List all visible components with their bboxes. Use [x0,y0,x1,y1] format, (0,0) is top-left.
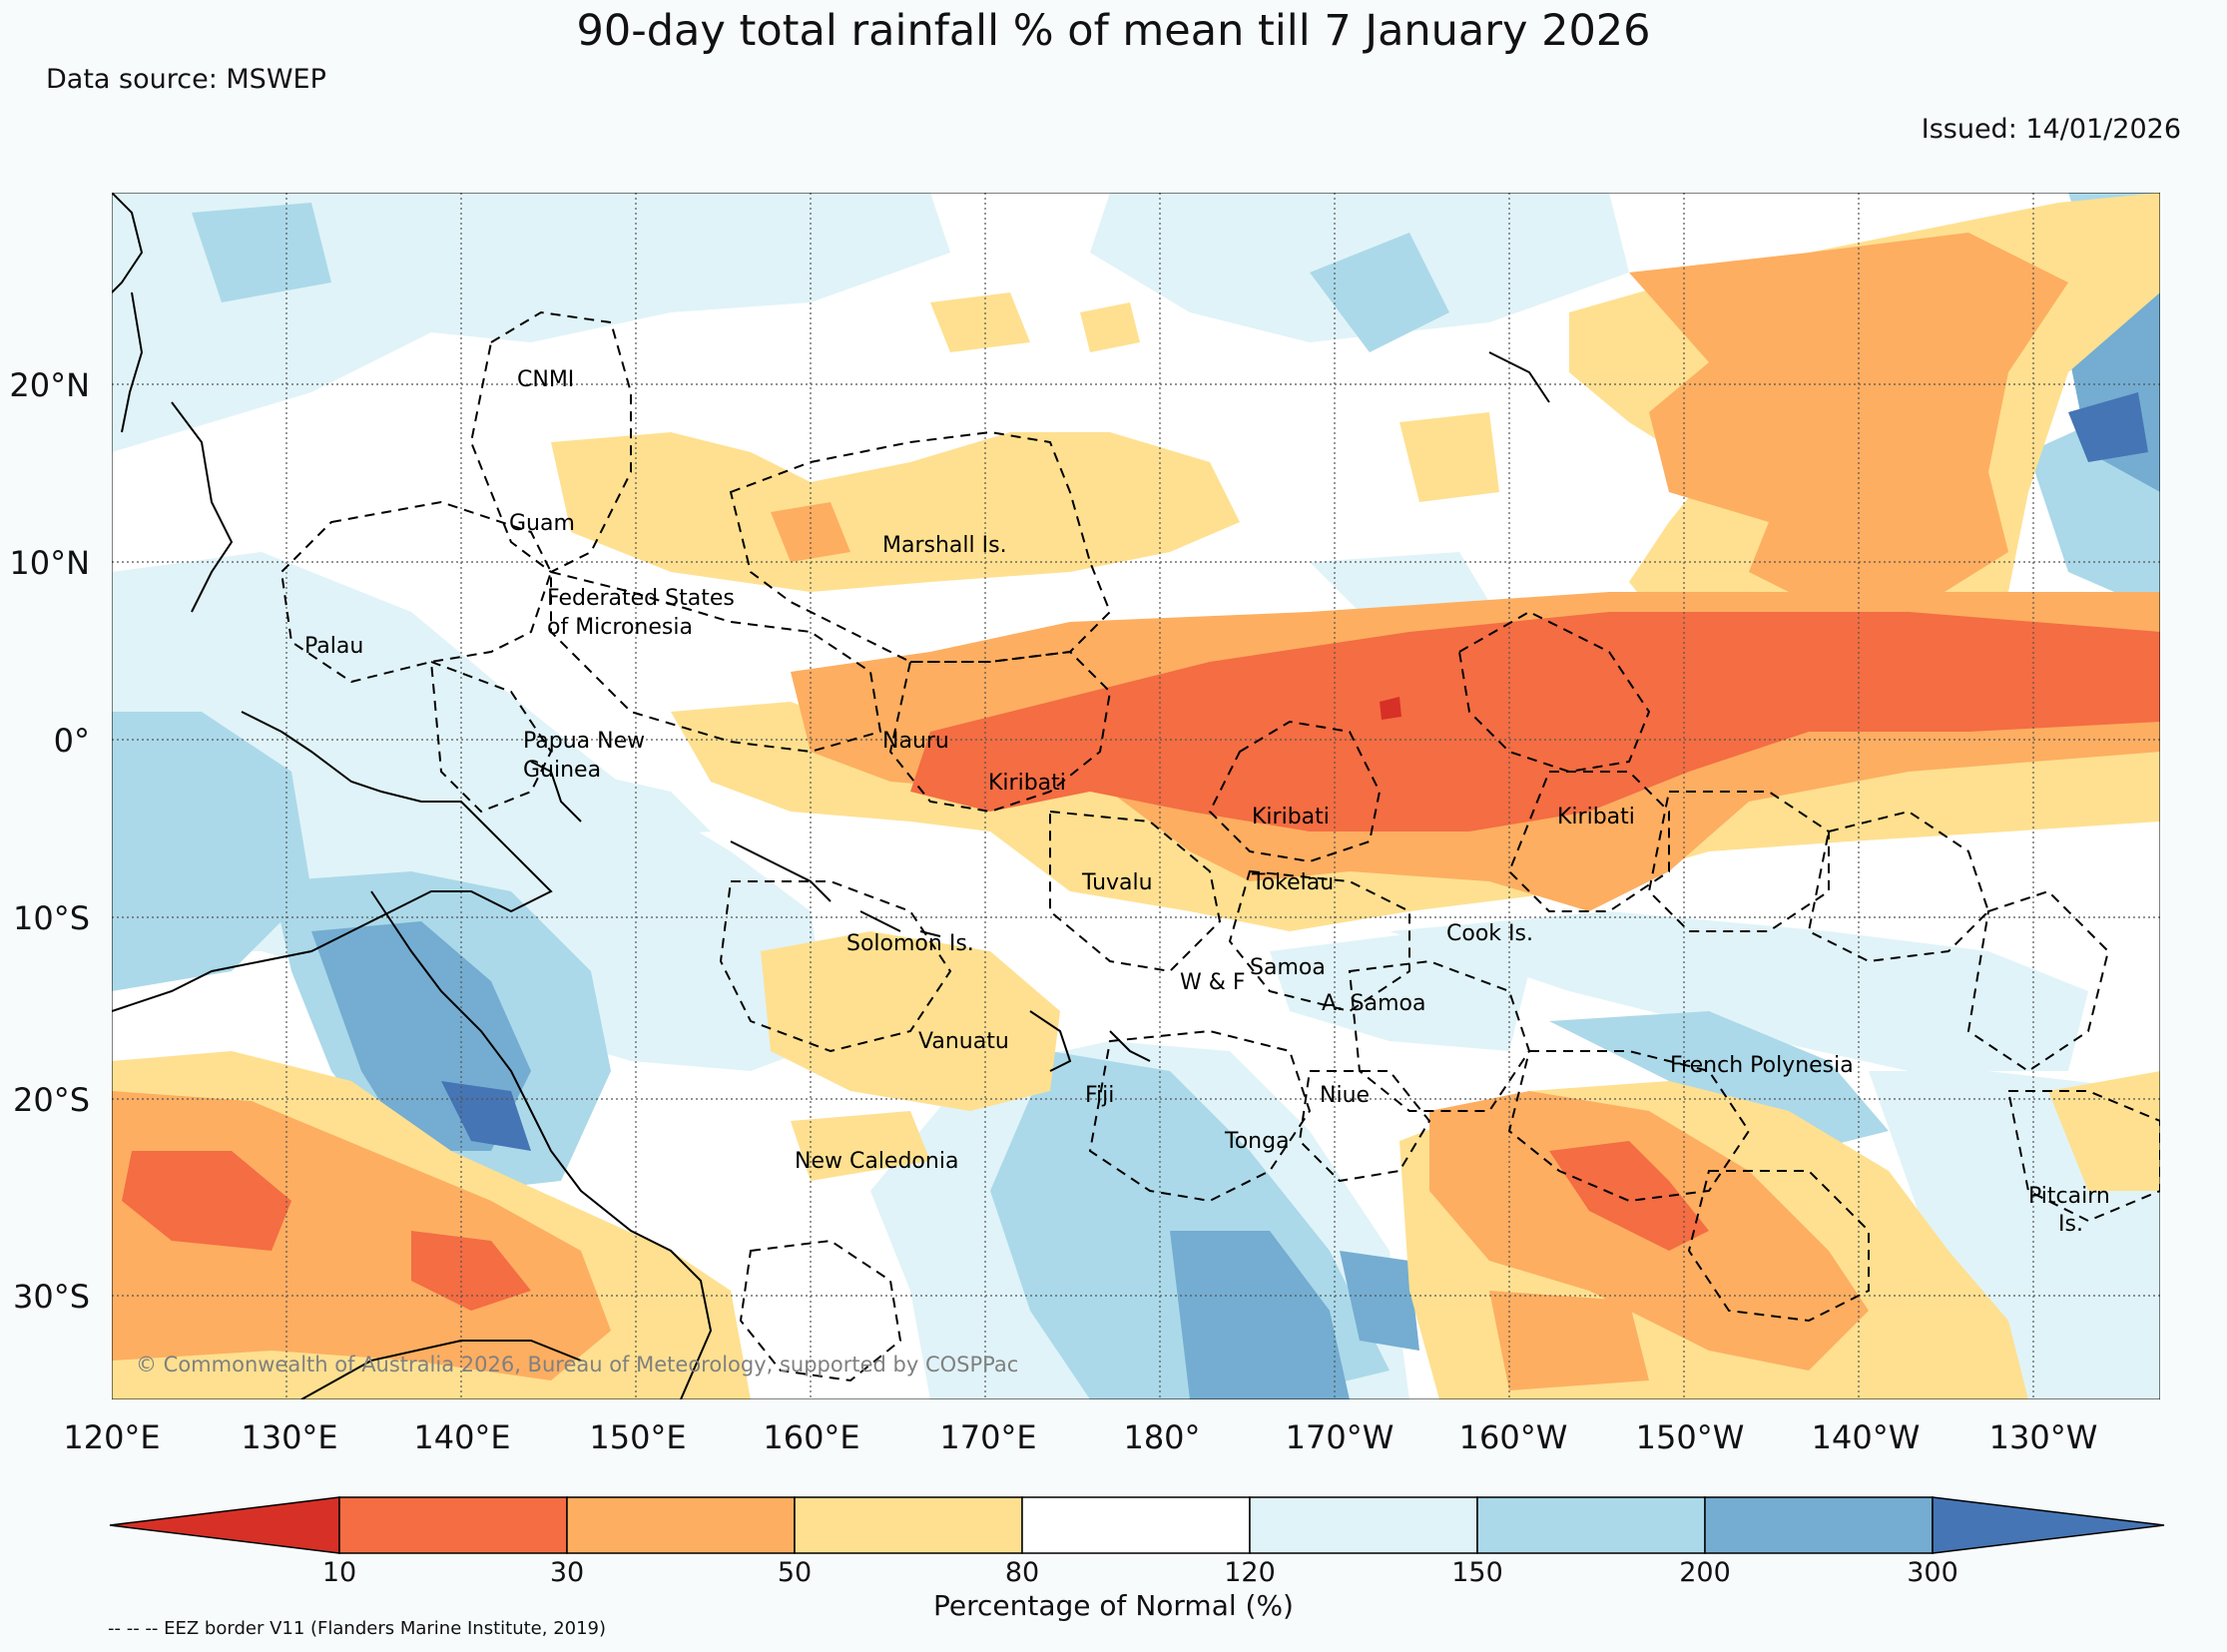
lat-label-20n: 20°N [9,366,90,404]
lat-label-10s: 10°S [12,899,90,937]
colorbar-tick-50: 50 [777,1557,813,1588]
colorbar-tick-10: 10 [321,1557,357,1588]
lat-label-10n: 10°N [9,544,90,582]
label-nauru: Nauru [882,729,949,754]
issued-date: Issued: 14/01/2026 [1921,114,2181,145]
lat-label-equator: 0° [53,722,90,760]
label-png-line1: Papua New [523,729,645,754]
label-fiji: Fiji [1085,1083,1114,1108]
graticule [112,193,2160,1399]
colorbar-tick-80: 80 [1004,1557,1040,1588]
label-pitcairn-line1: Pitcairn [2028,1184,2110,1209]
label-niue: Niue [1320,1083,1370,1108]
colorbar-tick-200: 200 [1679,1557,1731,1588]
map-title: 90-day total rainfall % of mean till 7 J… [576,6,1651,56]
lon-label-140e: 140°E [413,1418,511,1456]
rainfall-field-gt300 [441,392,2148,1151]
rainfall-field-10-30 [122,612,2160,1311]
place-labels: CNMI Guam Marshall Is. Federated States … [304,367,2110,1237]
label-wallis-futuna: W & F [1180,970,1246,995]
label-vanuatu: Vanuatu [918,1029,1009,1054]
data-source-label: Data source: MSWEP [46,64,326,95]
label-marshall-is: Marshall Is. [882,533,1007,558]
label-new-caledonia: New Caledonia [795,1149,958,1174]
colorbar-tick-300: 300 [1907,1557,1958,1588]
lon-label-150e: 150°E [589,1418,687,1456]
label-tonga: Tonga [1224,1129,1290,1154]
coastlines [112,193,1550,1399]
colorbar [109,1496,2165,1554]
colorbar-bin-10-30 [338,1496,568,1554]
colorbar-bin-200-300 [1704,1496,1934,1554]
copyright-notice: © Commonwealth of Australia 2026, Bureau… [136,1353,1018,1377]
label-tokelau: Tokelau [1251,870,1334,895]
lon-label-150w: 150°W [1635,1418,1745,1456]
rainfall-field-lt10 [1380,697,1401,720]
label-kiribati-central: Kiribati [1252,805,1330,829]
lon-label-160e: 160°E [763,1418,860,1456]
label-solomon-is: Solomon Is. [846,931,974,956]
label-french-polynesia: French Polynesia [1670,1053,1854,1078]
lon-label-120e: 120°E [63,1418,161,1456]
colorbar-bin-50-80 [794,1496,1023,1554]
colorbar-title: Percentage of Normal (%) [933,1589,1294,1622]
label-png-line2: Guinea [523,758,601,783]
colorbar-bin-80-120 [1021,1496,1251,1554]
lat-label-30s: 30°S [12,1278,90,1316]
label-pitcairn-line2: Is. [2058,1212,2083,1237]
colorbar-extend-low [109,1496,340,1554]
colorbar-bin-120-150 [1249,1496,1478,1554]
label-fsm-line1: Federated States [547,586,735,611]
rainfall-map: CNMI Guam Marshall Is. Federated States … [112,193,2160,1399]
label-kiribati-east: Kiribati [1557,805,1635,829]
label-fsm-line2: of Micronesia [547,615,693,640]
lon-label-130w: 130°W [1988,1418,2098,1456]
colorbar-tick-30: 30 [549,1557,585,1588]
label-samoa: Samoa [1250,955,1326,980]
label-american-samoa: A. Samoa [1322,991,1425,1016]
lon-label-170e: 170°E [939,1418,1037,1456]
lon-label-160w: 160°W [1458,1418,1568,1456]
colorbar-bin-30-50 [566,1496,796,1554]
label-palau: Palau [304,634,363,659]
colorbar-tick-120: 120 [1224,1557,1276,1588]
colorbar-tick-150: 150 [1451,1557,1503,1588]
label-tuvalu: Tuvalu [1081,870,1153,895]
label-cook-is: Cook Is. [1446,921,1533,946]
lon-label-170w: 170°W [1285,1418,1394,1456]
label-kiribati-west: Kiribati [988,771,1066,796]
colorbar-bin-150-200 [1476,1496,1706,1554]
lat-label-20s: 20°S [12,1081,90,1119]
eez-legend-note: -- -- -- EEZ border V11 (Flanders Marine… [108,1618,607,1639]
label-guam: Guam [509,511,575,536]
label-cnmi: CNMI [517,367,574,392]
eez-boundaries [279,310,2160,1382]
lon-label-180: 180° [1123,1418,1201,1456]
lon-label-130e: 130°E [241,1418,338,1456]
colorbar-extend-high [1932,1496,2165,1554]
lon-label-140w: 140°W [1811,1418,1921,1456]
